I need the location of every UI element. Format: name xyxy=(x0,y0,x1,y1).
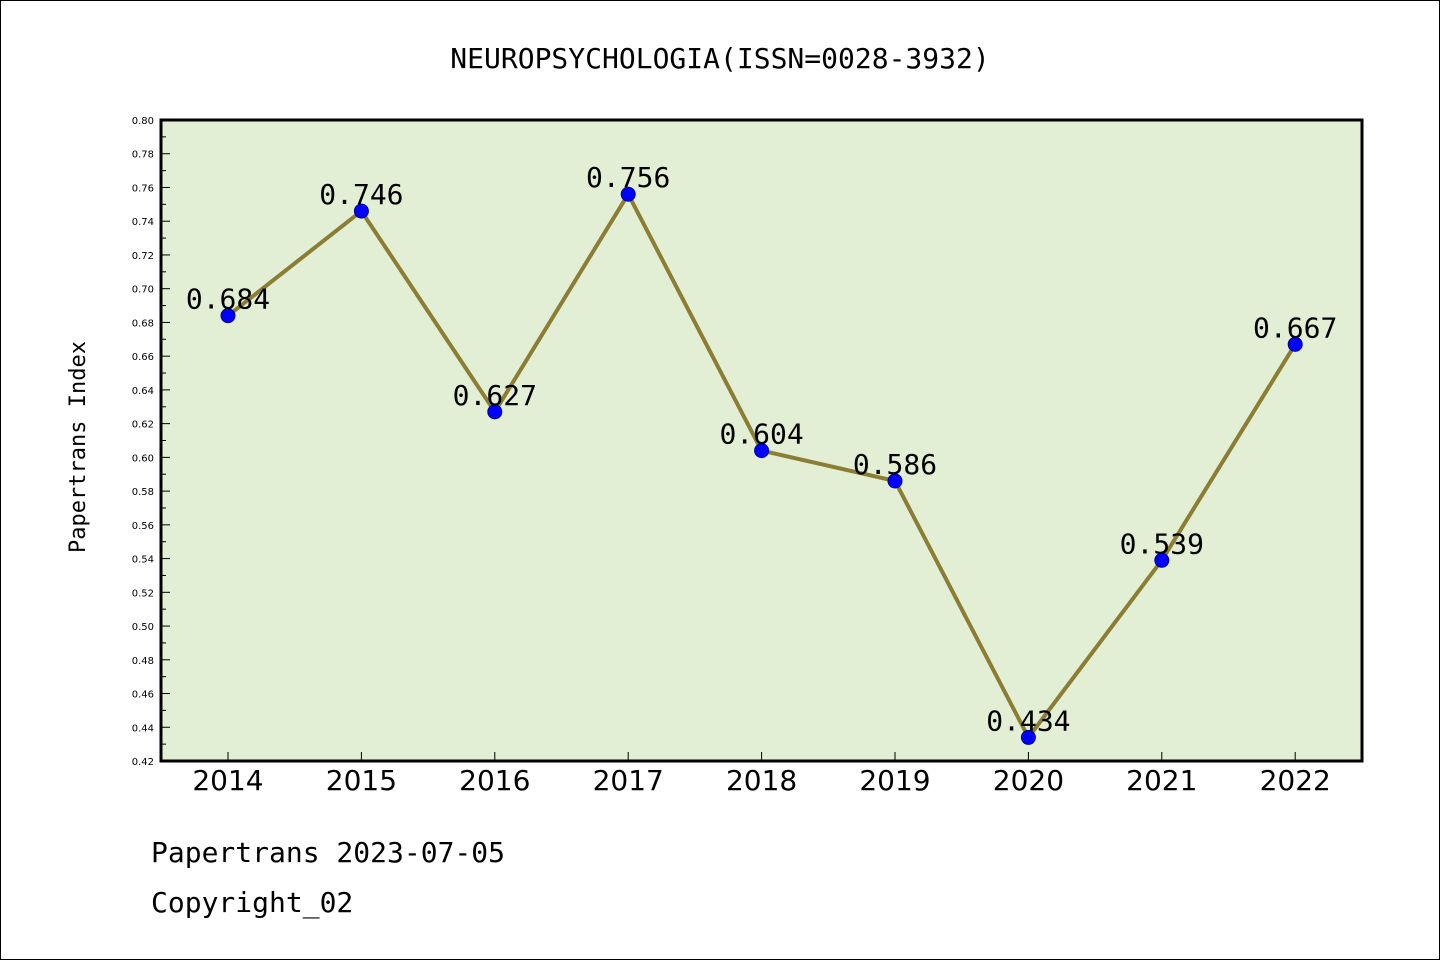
data-label: 0.586 xyxy=(853,448,937,481)
data-label: 0.667 xyxy=(1253,311,1337,344)
y-tick-label: 0.52 xyxy=(132,588,154,599)
data-point xyxy=(1154,552,1170,568)
plot-area xyxy=(159,118,1364,763)
data-point xyxy=(1020,729,1036,745)
data-label: 0.539 xyxy=(1120,527,1204,560)
y-tick-label: 0.60 xyxy=(132,453,154,464)
x-tick-label: 2019 xyxy=(859,764,930,797)
y-tick-label: 0.58 xyxy=(132,487,154,498)
x-tick-label: 2017 xyxy=(593,764,664,797)
data-point xyxy=(487,404,503,420)
y-tick-label: 0.78 xyxy=(132,150,154,161)
chart-title: NEUROPSYCHOLOGIA(ISSN=0028-3932) xyxy=(450,42,989,75)
data-label: 0.627 xyxy=(453,379,537,412)
x-tick-label: 2016 xyxy=(459,764,530,797)
x-tick-label: 2018 xyxy=(726,764,797,797)
y-tick-label: 0.48 xyxy=(132,656,154,667)
footer-date: Papertrans 2023-07-05 xyxy=(151,836,506,869)
y-tick-label: 0.76 xyxy=(132,183,154,194)
data-point xyxy=(220,308,236,324)
data-label: 0.434 xyxy=(986,704,1070,737)
y-tick-label: 0.56 xyxy=(132,521,154,532)
x-tick-label: 2020 xyxy=(993,764,1064,797)
y-tick-label: 0.68 xyxy=(132,318,154,329)
data-point xyxy=(887,473,903,489)
y-tick-label: 0.62 xyxy=(132,420,154,431)
data-label: 0.604 xyxy=(719,418,803,451)
y-tick-label: 0.44 xyxy=(132,723,154,734)
y-axis-label: Papertrans Index xyxy=(66,341,91,553)
footer-copyright: Copyright_02 xyxy=(151,886,354,919)
y-tick-label: 0.64 xyxy=(132,386,154,397)
y-tick-label: 0.70 xyxy=(132,285,154,296)
y-tick-label: 0.80 xyxy=(132,116,154,127)
y-axis: 0.42 0.44 0.46 0.48 0.50 0.52 0.54 0.56 0.58 0.60… xyxy=(132,116,170,768)
x-axis: 2014 2015 2016 2017 2018 2019 2020 2021 2022 xyxy=(192,752,1331,797)
y-tick-label: 0.50 xyxy=(132,622,154,633)
y-tick-label: 0.46 xyxy=(132,690,154,701)
data-point xyxy=(353,203,369,219)
x-tick-label: 2022 xyxy=(1260,764,1331,797)
data-label: 0.684 xyxy=(186,283,270,316)
x-tick-label: 2015 xyxy=(326,764,397,797)
data-point xyxy=(620,186,636,202)
x-tick-label: 2014 xyxy=(192,764,263,797)
y-tick-label: 0.66 xyxy=(132,352,154,363)
data-point xyxy=(754,443,770,459)
y-tick-label: 0.54 xyxy=(132,555,154,566)
y-tick-label: 0.42 xyxy=(132,757,154,768)
y-tick-label: 0.74 xyxy=(132,217,154,228)
data-label: 0.746 xyxy=(319,178,403,211)
y-tick-label: 0.72 xyxy=(132,251,154,262)
series-group: 0.684 0.746 0.627 0.756 0.604 0.586 0.434 0.539… xyxy=(186,161,1337,745)
data-label: 0.756 xyxy=(586,161,670,194)
data-point xyxy=(1287,336,1303,352)
x-tick-label: 2021 xyxy=(1126,764,1197,797)
